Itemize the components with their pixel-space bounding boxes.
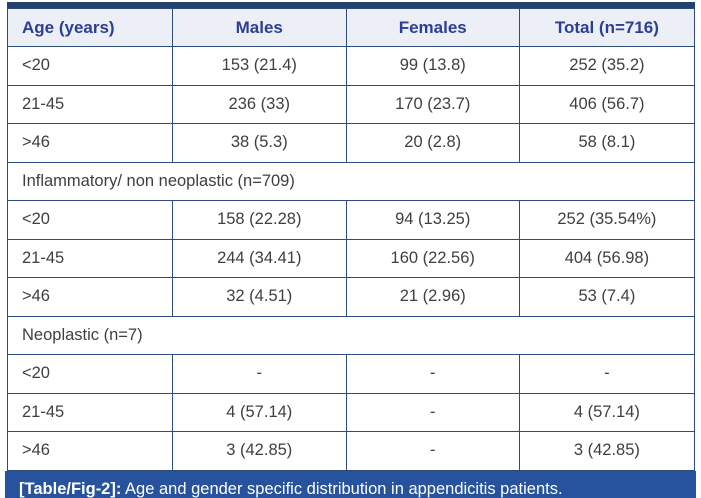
cell-females: 160 (22.56)	[345, 238, 520, 278]
section-title-neoplastic: Neoplastic (n=7)	[7, 315, 695, 355]
cell-age: >46	[7, 123, 173, 163]
cell-total: 3 (42.85)	[518, 431, 696, 471]
col-header-total: Total (n=716)	[518, 8, 696, 47]
cell-females: 170 (23.7)	[345, 84, 520, 124]
cell-age: >46	[7, 277, 173, 317]
cell-males: 236 (33)	[171, 84, 347, 124]
cell-age: 21-45	[7, 84, 173, 124]
table-row: >46 38 (5.3) 20 (2.8) 58 (8.1)	[7, 123, 696, 163]
cell-females: -	[345, 392, 520, 432]
table-row: 21-45 244 (34.41) 160 (22.56) 404 (56.98…	[7, 238, 696, 278]
section-title-inflammatory: Inflammatory/ non neoplastic (n=709)	[7, 161, 695, 201]
cell-age: <20	[7, 200, 173, 240]
col-header-males: Males	[171, 8, 347, 47]
cell-total: 53 (7.4)	[518, 277, 696, 317]
table-row: <20 158 (22.28) 94 (13.25) 252 (35.54%)	[7, 200, 696, 240]
section-row: Inflammatory/ non neoplastic (n=709)	[7, 161, 695, 201]
cell-total: 58 (8.1)	[518, 123, 696, 163]
table-row: 21-45 236 (33) 170 (23.7) 406 (56.7)	[7, 84, 696, 124]
cell-total: 252 (35.2)	[518, 46, 696, 86]
cell-age: <20	[7, 46, 173, 86]
cell-males: 32 (4.51)	[171, 277, 347, 317]
section-row: Neoplastic (n=7)	[7, 315, 695, 355]
col-header-females: Females	[345, 8, 520, 47]
cell-age: >46	[7, 431, 173, 471]
cell-age: <20	[7, 354, 173, 394]
cell-females: 20 (2.8)	[345, 123, 520, 163]
table-row: >46 3 (42.85) - 3 (42.85)	[7, 431, 696, 471]
col-header-age: Age (years)	[7, 8, 173, 47]
cell-age: 21-45	[7, 392, 173, 432]
cell-age: 21-45	[7, 238, 173, 278]
cell-females: -	[345, 431, 520, 471]
cell-females: 21 (2.96)	[345, 277, 520, 317]
caption-text: Age and gender specific distribution in …	[121, 479, 563, 498]
cell-total: 252 (35.54%)	[518, 200, 696, 240]
table-row: >46 32 (4.51) 21 (2.96) 53 (7.4)	[7, 277, 696, 317]
table-row: <20 153 (21.4) 99 (13.8) 252 (35.2)	[7, 46, 696, 86]
table-header-row: Age (years) Males Females Total (n=716)	[7, 8, 696, 47]
cell-males: 244 (34.41)	[171, 238, 347, 278]
caption-title-line: [Table/Fig-2]: Age and gender specific d…	[19, 478, 682, 498]
cell-total: 4 (57.14)	[518, 392, 696, 432]
cell-males: 158 (22.28)	[171, 200, 347, 240]
table-caption: [Table/Fig-2]: Age and gender specific d…	[5, 470, 696, 498]
cell-males: -	[171, 354, 347, 394]
cell-females: 99 (13.8)	[345, 46, 520, 86]
table-row: <20 - - -	[7, 354, 696, 394]
cell-males: 4 (57.14)	[171, 392, 347, 432]
table-container: Age (years) Males Females Total (n=716) …	[7, 2, 696, 471]
table-row: 21-45 4 (57.14) - 4 (57.14)	[7, 392, 696, 432]
cell-total: -	[518, 354, 696, 394]
cell-females: 94 (13.25)	[345, 200, 520, 240]
cell-males: 153 (21.4)	[171, 46, 347, 86]
cell-males: 38 (5.3)	[171, 123, 347, 163]
cell-total: 406 (56.7)	[518, 84, 696, 124]
cell-males: 3 (42.85)	[171, 431, 347, 471]
age-gender-distribution-table: Age (years) Males Females Total (n=716) …	[7, 8, 696, 471]
caption-label: [Table/Fig-2]:	[19, 479, 122, 498]
cell-total: 404 (56.98)	[518, 238, 696, 278]
cell-females: -	[345, 354, 520, 394]
